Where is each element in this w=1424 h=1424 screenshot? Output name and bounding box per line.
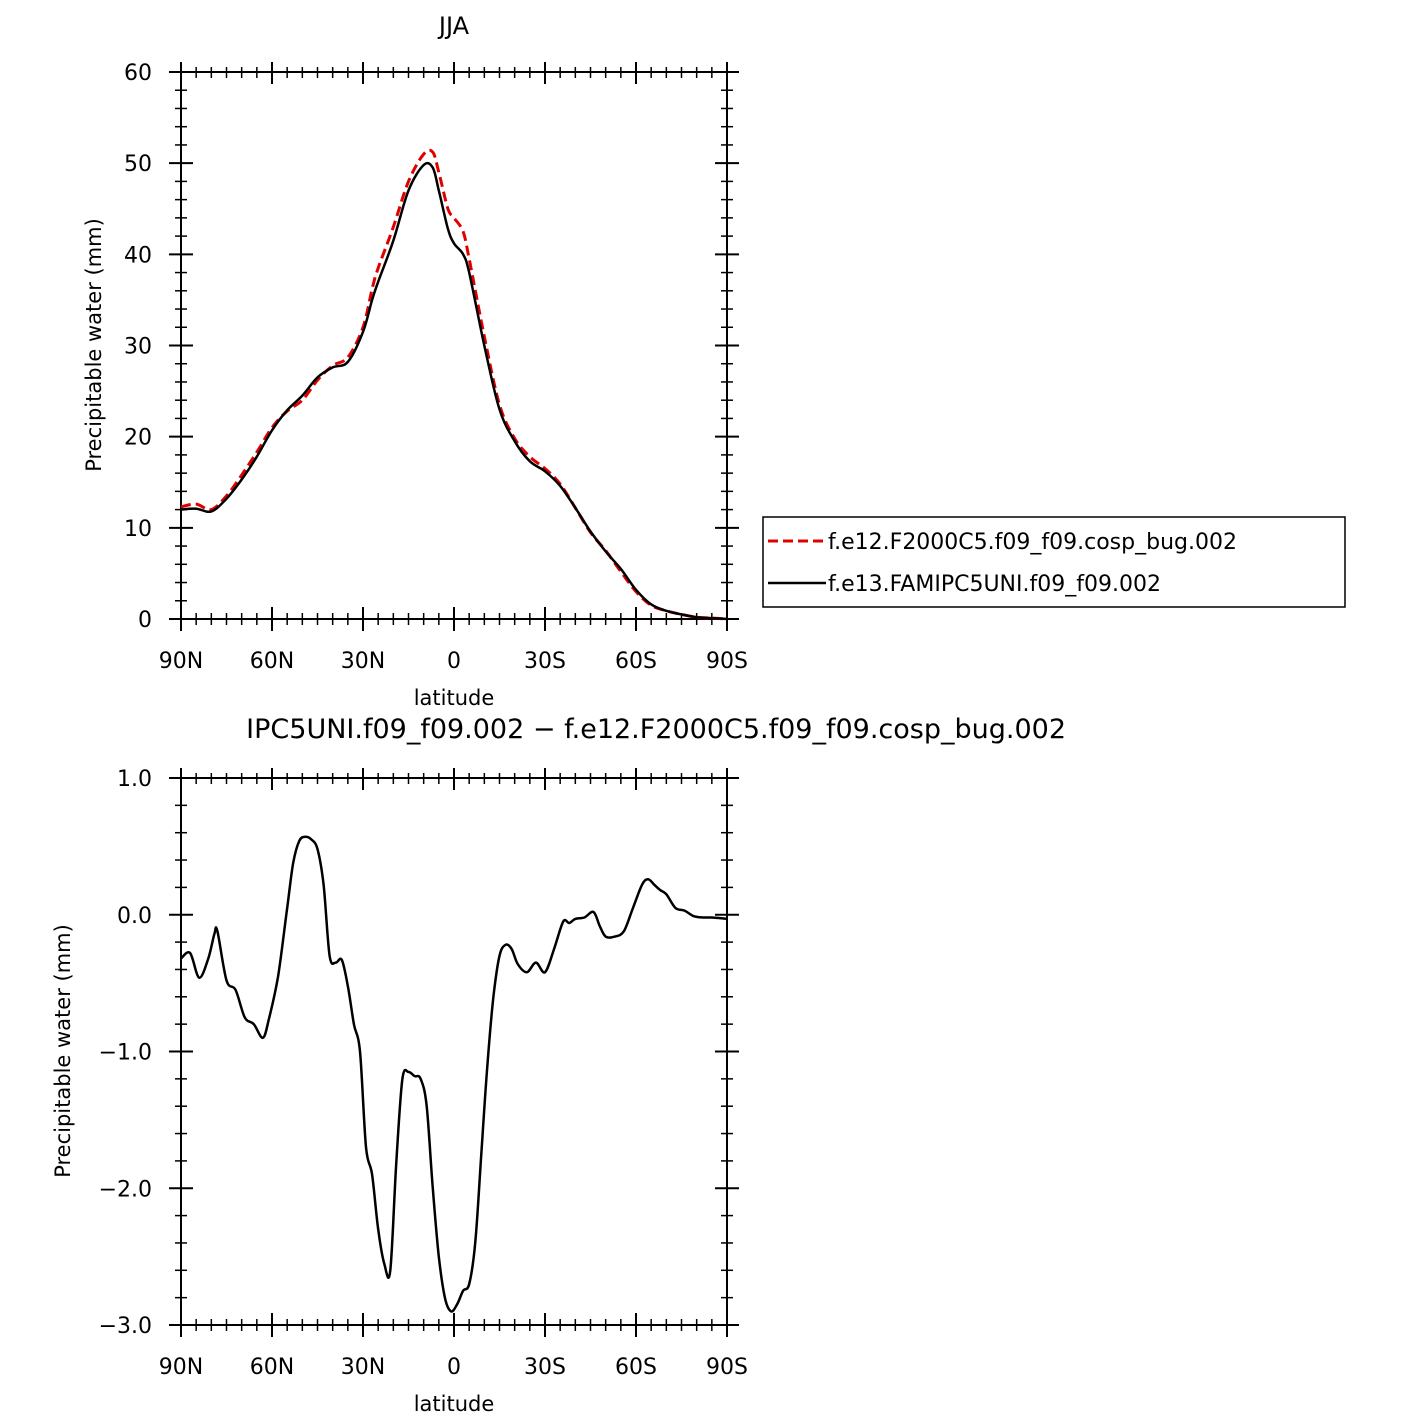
legend-label-series-1: f.e13.FAMIPC5UNI.f09_f09.002 (828, 572, 1161, 597)
y-tick-label: 50 (124, 152, 152, 177)
series-lines-top (180, 148, 728, 621)
x-tick-label: 0 (447, 649, 461, 674)
x-tick-label: 60N (250, 649, 294, 674)
legend-box (762, 516, 1346, 608)
chart-title: IPC5UNI.f09_f09.002 − f.e12.F2000C5.f09_… (246, 714, 1066, 745)
x-axis-label: latitude (414, 686, 495, 710)
series-line-0 (180, 148, 728, 621)
y-tick-label: 40 (124, 243, 152, 268)
y-tick-label: 30 (124, 335, 152, 360)
y-tick-label: 60 (124, 61, 152, 86)
legend-label-series-0: f.e12.F2000C5.f09_f09.cosp_bug.002 (828, 530, 1237, 555)
y-tick-label: 1.0 (117, 767, 152, 792)
x-tick-label: 60N (250, 1355, 294, 1380)
x-tick-label: 90N (159, 649, 203, 674)
x-tick-label: 30S (524, 1355, 566, 1380)
panel-bottom-difference: IPC5UNI.f09_f09.002 − f.e12.F2000C5.f09_… (51, 714, 1066, 1416)
x-tick-label: 90S (706, 649, 748, 674)
x-tick-label: 90N (159, 1355, 203, 1380)
plot-frame (180, 71, 728, 620)
y-axis-label: Precipitable water (mm) (82, 218, 106, 472)
x-tick-label: 0 (447, 1355, 461, 1380)
x-tick-label: 30S (524, 649, 566, 674)
y-tick-label: 0.0 (117, 904, 152, 929)
x-tick-label: 60S (615, 649, 657, 674)
series-lines-bottom (180, 835, 728, 1313)
y-axis-label: Precipitable water (mm) (51, 924, 75, 1178)
plot-frame (180, 777, 728, 1326)
x-tick-label: 30N (341, 649, 385, 674)
panel-top-precipitable-water: JJA 90N 60N 30N 0 30S 60S 90S 0 10 20 30 40 50 60 lat… (82, 12, 748, 710)
y-tick-label: −3.0 (99, 1314, 152, 1339)
y-tick-label: −1.0 (99, 1041, 152, 1066)
series-line-1 (180, 161, 728, 621)
y-tick-label: 0 (138, 608, 152, 633)
axes-bottom: 90N 60N 30N 0 30S 60S 90S 1.0 0.0 −1.0 −2.0 −3.0 (99, 767, 748, 1380)
y-tick-label: −2.0 (99, 1177, 152, 1202)
axes-top: 90N 60N 30N 0 30S 60S 90S 0 10 20 30 40 50 60 (124, 61, 748, 674)
legend: f.e12.F2000C5.f09_f09.cosp_bug.002 f.e13… (762, 516, 1346, 608)
x-tick-label: 60S (615, 1355, 657, 1380)
y-tick-label: 10 (124, 517, 152, 542)
x-tick-label: 90S (706, 1355, 748, 1380)
series-line-0 (180, 835, 728, 1313)
x-tick-label: 30N (341, 1355, 385, 1380)
chart-title: JJA (437, 12, 470, 40)
y-tick-label: 20 (124, 426, 152, 451)
x-axis-label: latitude (414, 1392, 495, 1416)
